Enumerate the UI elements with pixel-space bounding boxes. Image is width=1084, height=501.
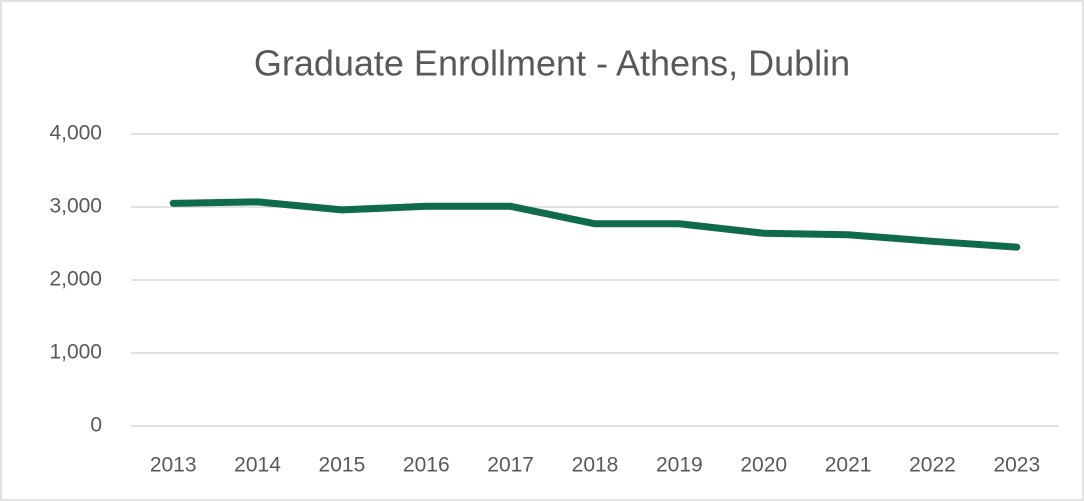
y-tick-label: 4,000 bbox=[49, 122, 102, 145]
x-tick-label: 2013 bbox=[150, 454, 197, 477]
x-tick-label: 2014 bbox=[234, 454, 281, 477]
data-line bbox=[169, 198, 1021, 251]
x-tick-label: 2019 bbox=[656, 454, 703, 477]
x-tick-label: 2020 bbox=[740, 454, 787, 477]
y-tick-label: 1,000 bbox=[49, 341, 102, 364]
chart-title: Graduate Enrollment - Athens, Dublin bbox=[254, 43, 850, 84]
y-tick-label: 0 bbox=[90, 414, 102, 437]
x-tick-label: 2021 bbox=[825, 454, 872, 477]
x-tick-label: 2015 bbox=[319, 454, 366, 477]
x-tick-label: 2023 bbox=[993, 454, 1040, 477]
y-tick-label: 2,000 bbox=[49, 268, 102, 291]
x-tick-label: 2017 bbox=[487, 454, 534, 477]
y-tick-label: 3,000 bbox=[49, 195, 102, 218]
x-tick-label: 2022 bbox=[909, 454, 956, 477]
x-tick-label: 2016 bbox=[403, 454, 450, 477]
x-tick-label: 2018 bbox=[572, 454, 619, 477]
